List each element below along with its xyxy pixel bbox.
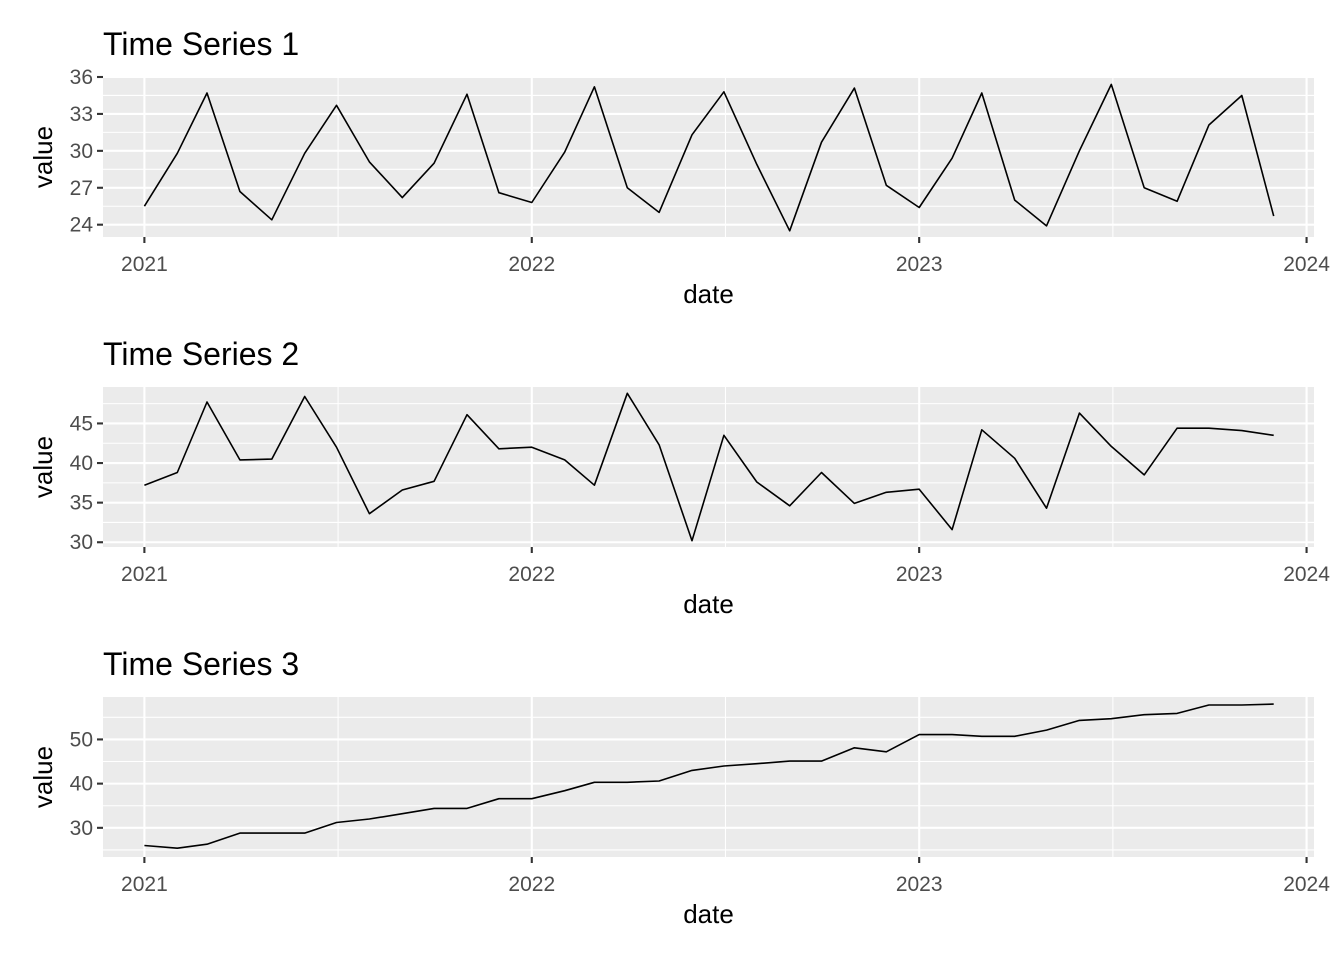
y-tick-label: 27 bbox=[70, 177, 93, 200]
panel-background bbox=[103, 77, 1314, 237]
y-tick-label: 30 bbox=[70, 531, 93, 554]
x-tick-label: 2023 bbox=[896, 563, 943, 586]
y-tick-label: 45 bbox=[70, 412, 93, 435]
y-tick-label: 40 bbox=[70, 773, 93, 796]
x-tick-label: 2021 bbox=[121, 873, 168, 896]
x-axis-title: date bbox=[683, 589, 734, 619]
x-tick-label: 2021 bbox=[121, 253, 168, 276]
y-tick-label: 33 bbox=[70, 103, 93, 126]
series-line bbox=[144, 703, 1274, 850]
chart-title: Time Series 1 bbox=[103, 26, 299, 62]
y-tick-label: 40 bbox=[70, 452, 93, 475]
chart-panel-2: 30 35 40 45 2021 2022 2023 2024 Time Series 2 dat… bbox=[28, 336, 1330, 619]
x-tick-label: 2023 bbox=[896, 253, 943, 276]
panel-background bbox=[103, 697, 1314, 857]
x-axis-title: date bbox=[683, 279, 734, 309]
chart-title: Time Series 3 bbox=[103, 646, 299, 682]
x-tick-label: 2024 bbox=[1283, 563, 1330, 586]
x-axis-title: date bbox=[683, 899, 734, 929]
series-line bbox=[143, 83, 1275, 232]
series-line bbox=[144, 392, 1274, 542]
y-tick-label: 30 bbox=[70, 140, 93, 163]
chart-panel-3: 30 40 50 2021 2022 2023 2024 Time Series 3 date v… bbox=[28, 646, 1330, 929]
panel-background bbox=[103, 387, 1314, 547]
y-axis-title: value bbox=[28, 126, 58, 188]
y-tick-label: 24 bbox=[70, 214, 94, 237]
chart-panel-1: 24 27 30 33 36 2021 2022 2023 2024 Time Series 1 d… bbox=[28, 26, 1330, 309]
x-tick-label: 2024 bbox=[1283, 873, 1330, 896]
y-tick-label: 50 bbox=[70, 728, 93, 751]
x-tick-label: 2023 bbox=[896, 873, 943, 896]
x-tick-label: 2021 bbox=[121, 563, 168, 586]
x-tick-label: 2022 bbox=[508, 873, 555, 896]
y-tick-label: 36 bbox=[70, 66, 93, 89]
y-axis-title: value bbox=[28, 746, 58, 808]
x-tick-label: 2022 bbox=[508, 253, 555, 276]
y-tick-label: 30 bbox=[70, 817, 93, 840]
y-axis-title: value bbox=[28, 436, 58, 498]
y-tick-label: 35 bbox=[70, 492, 93, 515]
x-tick-label: 2024 bbox=[1283, 253, 1330, 276]
x-tick-label: 2022 bbox=[508, 563, 555, 586]
chart-title: Time Series 2 bbox=[103, 336, 299, 372]
